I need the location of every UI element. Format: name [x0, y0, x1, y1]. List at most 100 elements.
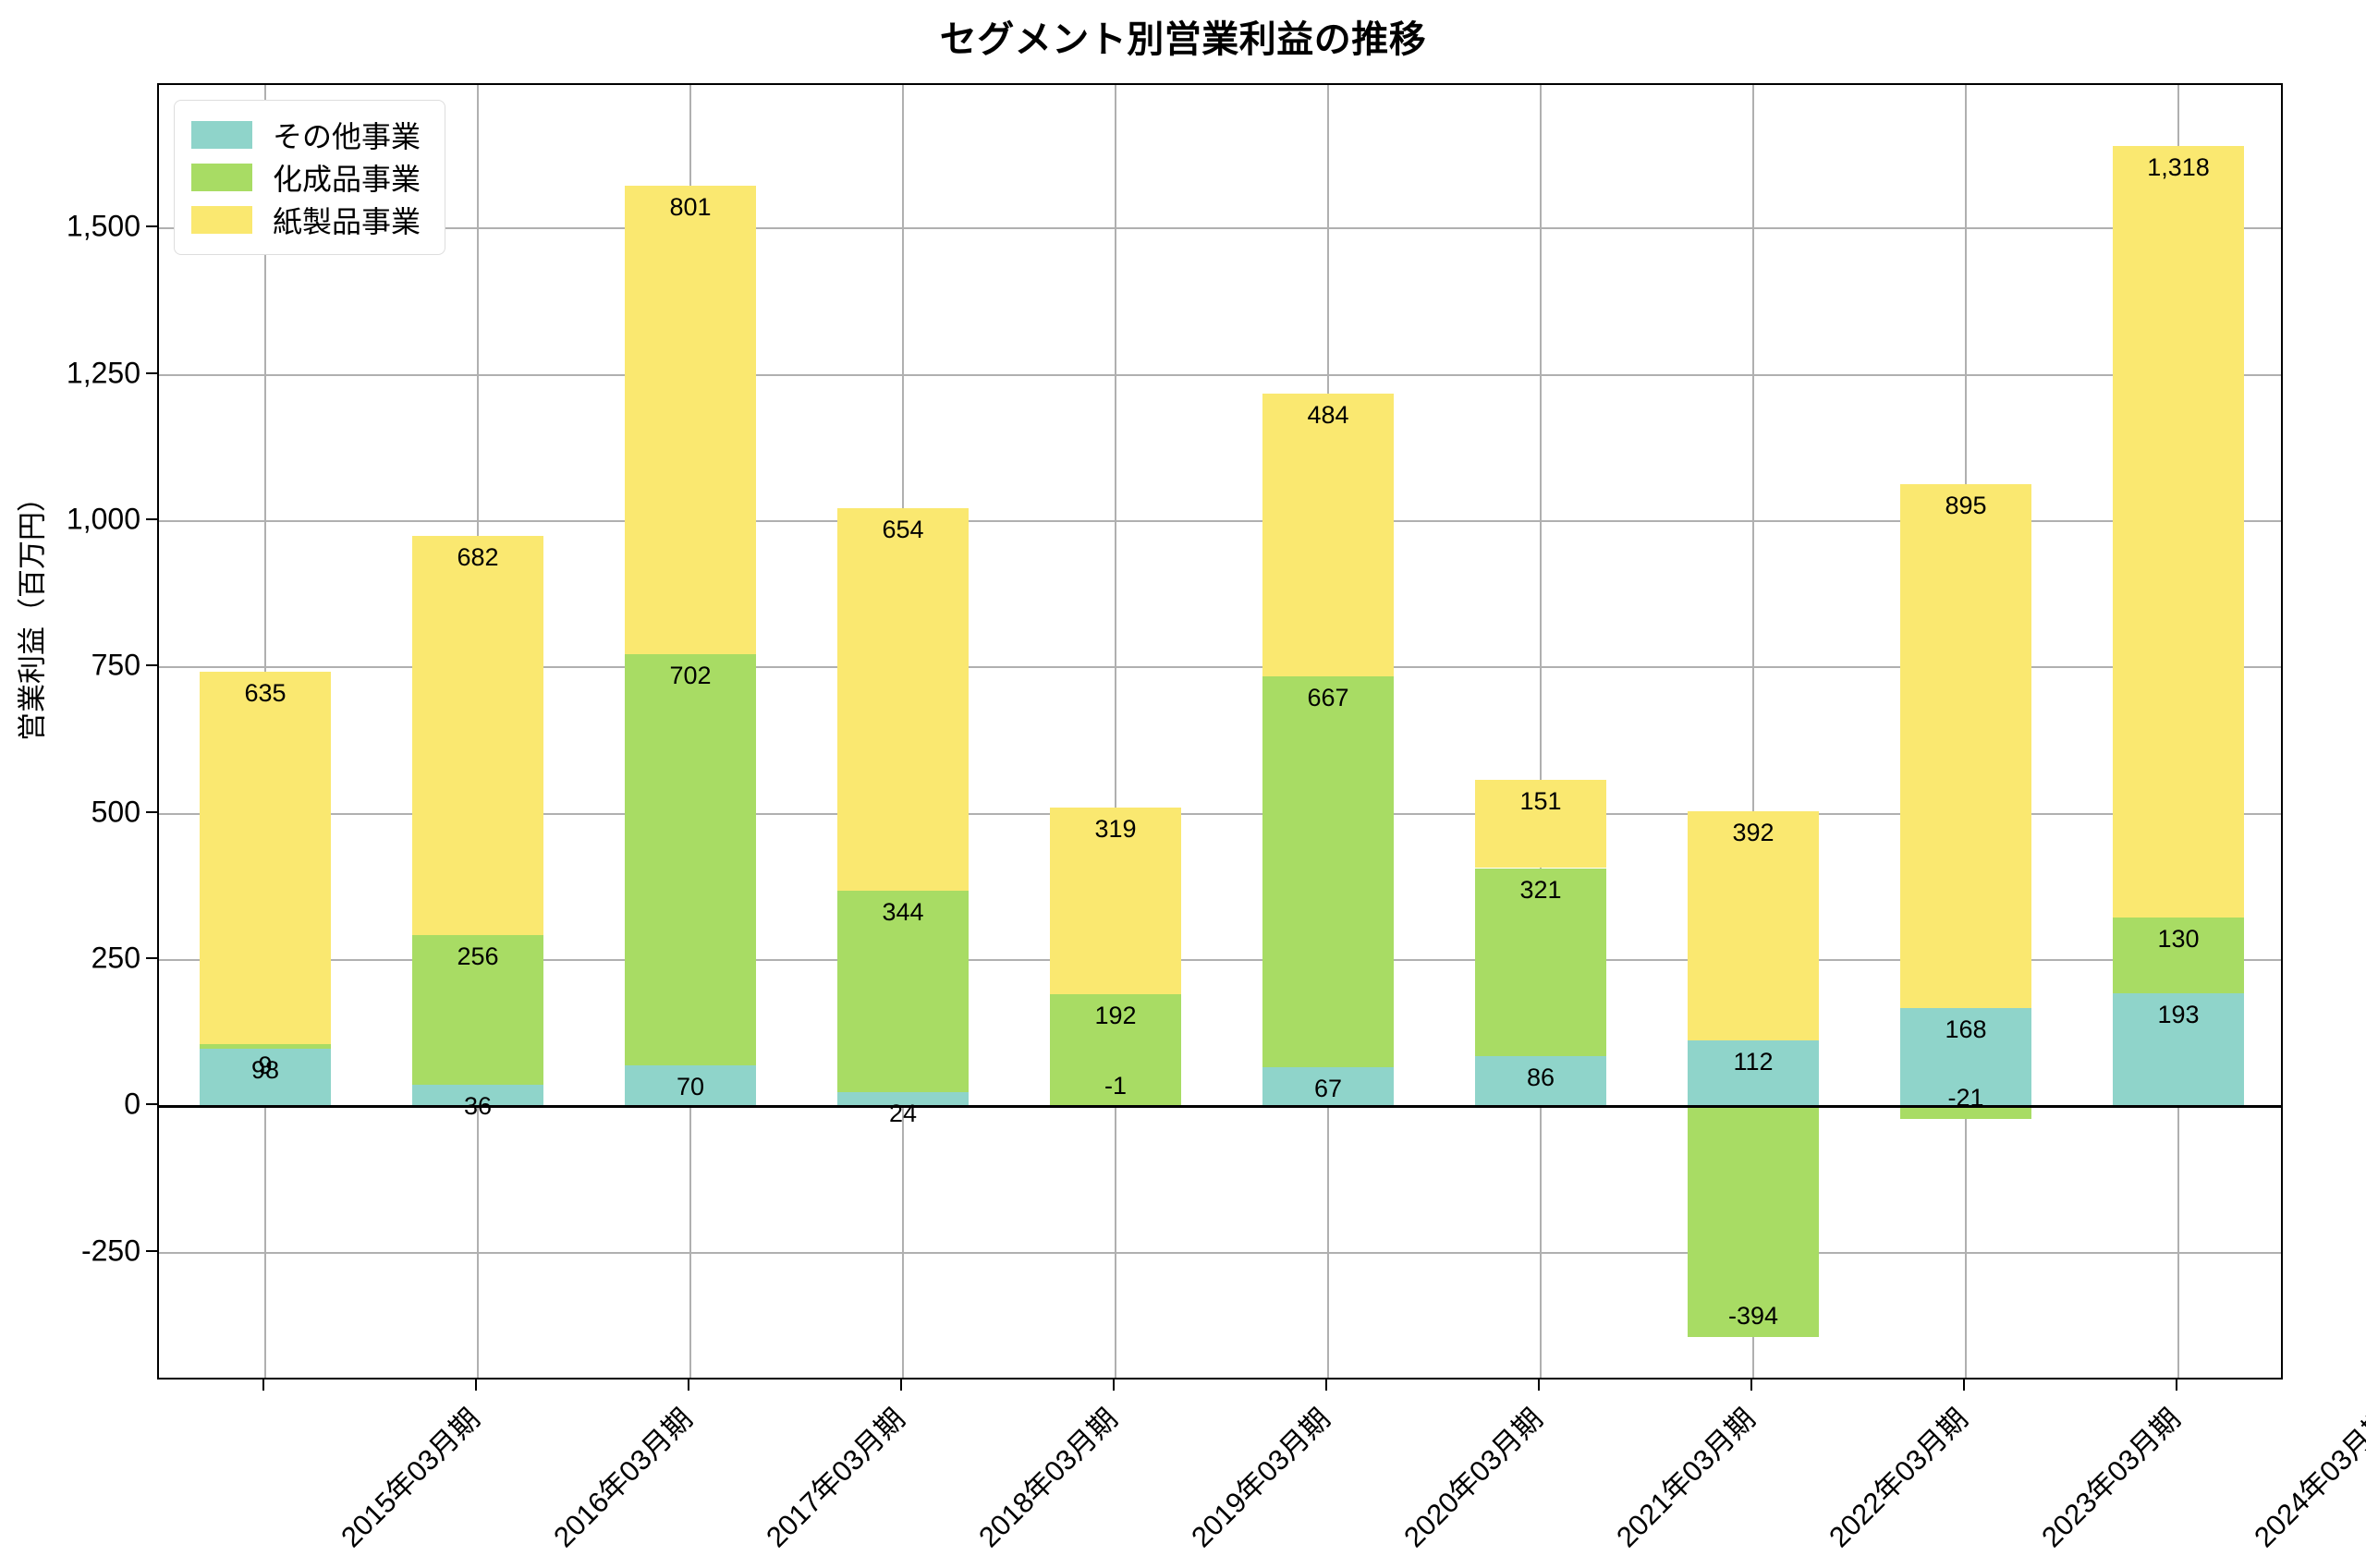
legend-label: その他事業 — [273, 120, 421, 153]
x-tick-label: 2023年03月期 — [2035, 1402, 2187, 1554]
gridline-horizontal — [159, 958, 2281, 961]
gridline-vertical — [1752, 85, 1754, 1378]
y-tick-label: 500 — [91, 795, 140, 829]
bar-segment[interactable] — [1049, 807, 1182, 994]
legend-item[interactable]: 化成品事業 — [191, 156, 421, 199]
bar-segment[interactable] — [624, 185, 757, 655]
gridline-vertical — [1540, 85, 1542, 1378]
gridline-horizontal — [159, 519, 2281, 522]
x-tick-label: 2021年03月期 — [1610, 1402, 1762, 1554]
bar-segment[interactable] — [1474, 868, 1607, 1056]
bar-segment[interactable] — [2112, 145, 2245, 918]
bar-segment[interactable] — [836, 891, 970, 1093]
x-tick-mark — [1113, 1380, 1115, 1391]
x-tick-mark — [1325, 1380, 1327, 1391]
bar-segment[interactable] — [1687, 1040, 1820, 1107]
bar-segment[interactable] — [1049, 993, 1182, 1107]
legend-item[interactable]: 紙製品事業 — [191, 199, 421, 241]
bar-segment[interactable] — [1899, 1007, 2032, 1107]
gridline-horizontal — [159, 666, 2281, 669]
bar-group[interactable]: 67 667 484 — [1262, 85, 1395, 1378]
bar-segment[interactable] — [1899, 1106, 2032, 1119]
y-tick-label: 0 — [124, 1087, 140, 1121]
bar-group[interactable]: 36 256 682 — [411, 85, 544, 1378]
bar-segment[interactable] — [624, 1064, 757, 1107]
x-tick-label: 2017年03月期 — [760, 1402, 911, 1554]
bar-segment[interactable] — [624, 654, 757, 1065]
x-tick-label: 2020年03月期 — [1397, 1402, 1549, 1554]
gridline-horizontal — [159, 373, 2281, 376]
bar-segment[interactable] — [1474, 1055, 1607, 1107]
y-tick-mark — [146, 810, 157, 813]
bar-group[interactable]: -1 192 319 — [1049, 85, 1182, 1378]
gridline-horizontal — [159, 1251, 2281, 1254]
x-tick-mark — [1963, 1380, 1965, 1391]
legend-label: 紙製品事業 — [273, 205, 421, 238]
y-tick-label: 750 — [91, 648, 140, 682]
bar-segment[interactable] — [1687, 811, 1820, 1041]
x-tick-label: 2019年03月期 — [1185, 1402, 1336, 1554]
bar-segment[interactable] — [2112, 917, 2245, 994]
x-tick-label: 2016年03月期 — [547, 1402, 699, 1554]
x-tick-mark — [262, 1380, 264, 1391]
x-tick-mark — [900, 1380, 902, 1391]
y-axis-label: 営業利益（百万円） — [16, 483, 49, 741]
bar-group[interactable]: 70 702 801 — [624, 85, 757, 1378]
y-tick-label: 250 — [91, 941, 140, 975]
legend-swatch-icon — [191, 121, 252, 149]
gridline-vertical — [1115, 85, 1116, 1378]
bar-segment[interactable] — [199, 1043, 332, 1050]
x-tick-label: 2018年03月期 — [972, 1402, 1124, 1554]
x-tick-mark — [688, 1380, 689, 1391]
bar-segment[interactable] — [836, 507, 970, 892]
bar-segment[interactable] — [1687, 1106, 1820, 1337]
y-tick-mark — [146, 371, 157, 374]
y-tick-mark — [146, 225, 157, 228]
x-tick-label: 2022年03月期 — [1823, 1402, 1974, 1554]
x-tick-mark — [2176, 1380, 2177, 1391]
legend-swatch-icon — [191, 206, 252, 234]
bar-segment[interactable] — [836, 1092, 970, 1107]
y-tick-mark — [146, 664, 157, 667]
legend-label: 化成品事業 — [273, 163, 421, 196]
plot-area: 98 9 635 36 256 682 70 702 801 24 344 654 -1 192 319 67… — [157, 83, 2283, 1380]
bar-segment[interactable] — [1262, 1066, 1395, 1107]
bar-segment[interactable] — [411, 1085, 544, 1107]
bar-segment[interactable] — [2112, 993, 2245, 1107]
legend-swatch-icon — [191, 164, 252, 191]
bar-segment[interactable] — [1262, 676, 1395, 1067]
y-tick-label: 1,000 — [66, 502, 140, 536]
bar-segment[interactable] — [199, 672, 332, 1044]
y-tick-mark — [146, 1249, 157, 1252]
bar-segment[interactable] — [1899, 483, 2032, 1008]
bar-segment[interactable] — [1262, 393, 1395, 677]
y-tick-mark — [146, 517, 157, 520]
bar-group[interactable]: 168 -21 895 — [1899, 85, 2032, 1378]
legend-item[interactable]: その他事業 — [191, 114, 421, 156]
y-tick-label: 1,250 — [66, 356, 140, 390]
bar-segment[interactable] — [411, 935, 544, 1086]
x-tick-mark — [1538, 1380, 1540, 1391]
x-tick-label: 2015年03月期 — [335, 1402, 486, 1554]
bar-segment[interactable] — [1474, 779, 1607, 869]
bar-group[interactable]: 24 344 654 — [836, 85, 970, 1378]
bar-group[interactable]: 86 321 151 — [1474, 85, 1607, 1378]
bar-group[interactable]: 98 9 635 — [199, 85, 332, 1378]
y-tick-mark — [146, 956, 157, 959]
bar-segment[interactable] — [411, 536, 544, 936]
gridline-horizontal — [159, 227, 2281, 230]
x-tick-label: 2024年03月期 — [2248, 1402, 2366, 1554]
y-tick-label: -250 — [80, 1234, 140, 1268]
zero-baseline — [159, 1105, 2281, 1109]
chart-legend: その他事業化成品事業紙製品事業 — [174, 100, 446, 255]
gridline-horizontal — [159, 812, 2281, 815]
y-tick-mark — [146, 1103, 157, 1106]
y-tick-label: 1,500 — [66, 209, 140, 243]
x-tick-mark — [1750, 1380, 1752, 1391]
chart-title: セグメント別営業利益の推移 — [939, 19, 1427, 60]
bar-segment[interactable] — [199, 1049, 332, 1107]
bar-group[interactable]: 112 -394 392 — [1687, 85, 1820, 1378]
bar-group[interactable]: 193 130 1,318 — [2112, 85, 2245, 1378]
x-tick-mark — [475, 1380, 477, 1391]
